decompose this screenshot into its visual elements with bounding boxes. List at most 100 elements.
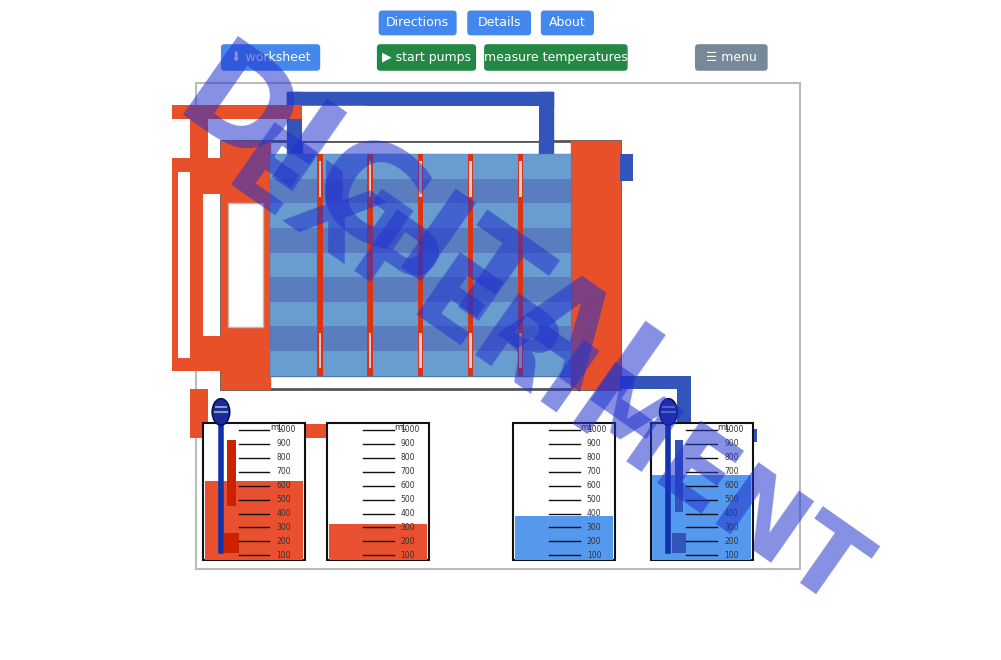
Text: mL: mL bbox=[718, 423, 731, 432]
Text: 400: 400 bbox=[276, 509, 291, 518]
Bar bbox=[368, 161, 371, 197]
Text: 1000: 1000 bbox=[587, 425, 606, 434]
Text: 400: 400 bbox=[587, 509, 602, 518]
Bar bbox=[367, 154, 372, 376]
Text: 700: 700 bbox=[587, 467, 602, 476]
Text: 500: 500 bbox=[276, 495, 291, 504]
Bar bbox=[651, 422, 753, 560]
Text: ⬇ worksheet: ⬇ worksheet bbox=[231, 51, 310, 64]
Bar bbox=[287, 92, 554, 106]
Bar bbox=[653, 475, 751, 560]
Bar bbox=[287, 92, 301, 154]
Text: Directions: Directions bbox=[386, 16, 449, 30]
Text: 100: 100 bbox=[724, 551, 739, 560]
FancyBboxPatch shape bbox=[467, 11, 532, 36]
Bar bbox=[419, 161, 421, 197]
Text: 200: 200 bbox=[724, 537, 739, 546]
Bar bbox=[469, 161, 471, 197]
Text: 300: 300 bbox=[276, 523, 291, 532]
Bar bbox=[172, 106, 367, 119]
Text: mL: mL bbox=[394, 423, 407, 432]
Text: 500: 500 bbox=[724, 495, 739, 504]
Bar bbox=[317, 154, 322, 376]
Bar bbox=[190, 424, 415, 438]
FancyBboxPatch shape bbox=[695, 44, 768, 71]
Text: 100: 100 bbox=[587, 551, 602, 560]
Text: 1000: 1000 bbox=[724, 425, 744, 434]
Text: 600: 600 bbox=[587, 481, 602, 490]
Bar bbox=[221, 141, 620, 389]
Text: About: About bbox=[549, 16, 586, 30]
FancyBboxPatch shape bbox=[541, 11, 594, 36]
Bar bbox=[190, 336, 221, 371]
FancyBboxPatch shape bbox=[378, 11, 456, 36]
Bar bbox=[227, 440, 236, 506]
Text: 200: 200 bbox=[587, 537, 602, 546]
Bar bbox=[327, 422, 429, 560]
Bar bbox=[190, 158, 203, 371]
FancyBboxPatch shape bbox=[484, 44, 628, 71]
Bar bbox=[172, 158, 178, 371]
Bar bbox=[419, 333, 421, 368]
Text: mL: mL bbox=[581, 423, 593, 432]
Bar bbox=[672, 533, 686, 553]
Text: 400: 400 bbox=[400, 509, 415, 518]
Bar bbox=[318, 333, 321, 368]
Text: ☰ menu: ☰ menu bbox=[706, 51, 757, 64]
Bar bbox=[269, 253, 571, 277]
Bar bbox=[516, 517, 614, 560]
Bar bbox=[620, 154, 633, 181]
Text: 900: 900 bbox=[724, 439, 739, 448]
Text: measure temperatures: measure temperatures bbox=[484, 51, 628, 64]
Text: 900: 900 bbox=[587, 439, 602, 448]
Bar bbox=[269, 179, 571, 203]
Text: 200: 200 bbox=[276, 537, 291, 546]
Bar bbox=[269, 154, 571, 179]
Bar bbox=[172, 158, 190, 172]
Text: 500: 500 bbox=[400, 495, 415, 504]
Bar bbox=[269, 154, 571, 376]
Text: ▶ start pumps: ▶ start pumps bbox=[382, 51, 471, 64]
Bar bbox=[269, 277, 571, 302]
Bar bbox=[467, 154, 473, 376]
Bar bbox=[329, 523, 427, 560]
Bar bbox=[318, 161, 321, 197]
Text: 600: 600 bbox=[400, 481, 415, 490]
FancyBboxPatch shape bbox=[377, 44, 476, 71]
Bar bbox=[224, 533, 238, 553]
Text: DIGITAL: DIGITAL bbox=[154, 32, 704, 471]
Bar bbox=[269, 302, 571, 326]
Ellipse shape bbox=[212, 399, 230, 425]
Text: 100: 100 bbox=[276, 551, 291, 560]
Text: 800: 800 bbox=[724, 453, 739, 462]
Bar bbox=[190, 389, 207, 438]
Text: mL: mL bbox=[270, 423, 283, 432]
Bar bbox=[540, 92, 554, 154]
Bar bbox=[620, 376, 691, 389]
Bar bbox=[196, 83, 801, 569]
Text: 600: 600 bbox=[724, 481, 739, 490]
Text: 700: 700 bbox=[724, 467, 739, 476]
Bar bbox=[190, 158, 221, 194]
Bar bbox=[417, 154, 423, 376]
Text: 700: 700 bbox=[276, 467, 291, 476]
Text: 100: 100 bbox=[400, 551, 415, 560]
Text: Details: Details bbox=[477, 16, 521, 30]
Bar bbox=[301, 106, 540, 141]
Text: EXPERIMENT: EXPERIMENT bbox=[208, 119, 881, 632]
Bar bbox=[469, 333, 471, 368]
Bar bbox=[520, 333, 523, 368]
Text: 1000: 1000 bbox=[400, 425, 420, 434]
Bar bbox=[402, 424, 415, 460]
Text: 300: 300 bbox=[724, 523, 739, 532]
Text: 1000: 1000 bbox=[276, 425, 296, 434]
Bar bbox=[269, 203, 571, 228]
Bar bbox=[269, 326, 571, 351]
Bar bbox=[514, 422, 616, 560]
Text: 900: 900 bbox=[276, 439, 291, 448]
Bar bbox=[172, 358, 190, 371]
Bar bbox=[675, 440, 684, 512]
Text: 500: 500 bbox=[587, 495, 602, 504]
Text: 800: 800 bbox=[400, 453, 415, 462]
Text: 200: 200 bbox=[400, 537, 415, 546]
